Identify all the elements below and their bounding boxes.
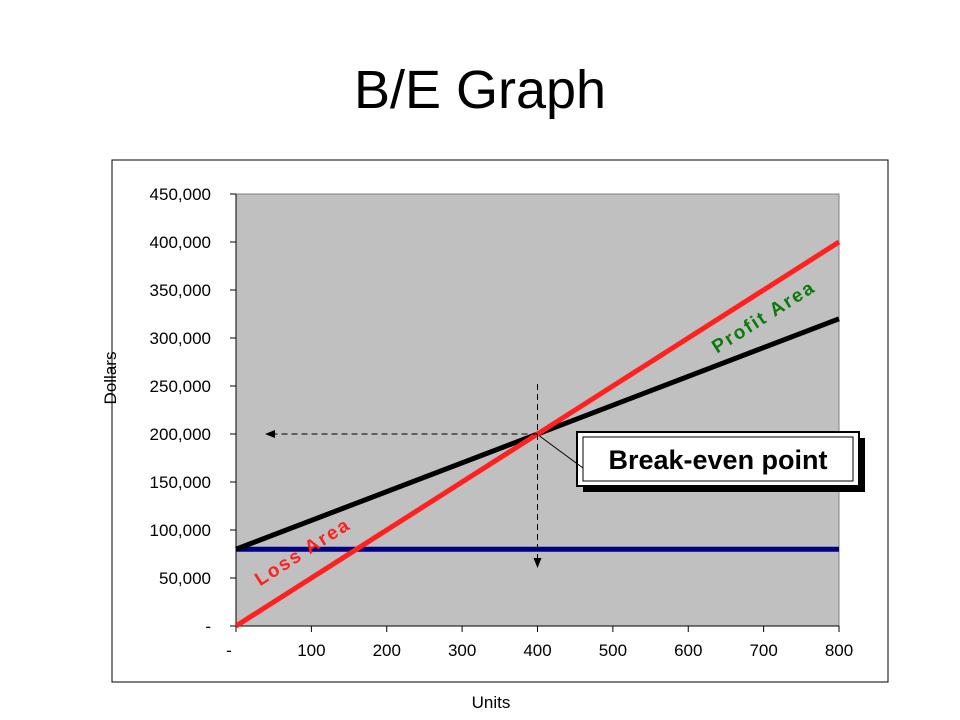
y-tick-label: 400,000 [150,233,211,252]
x-tick-label: 700 [749,641,777,660]
x-axis: - 100 200 300 400 500 600 700 800 [226,625,853,660]
y-tick-label: 450,000 [150,185,211,204]
y-tick-label: 300,000 [150,329,211,348]
x-tick-label: 400 [523,641,551,660]
y-axis-title: Dollars [101,352,120,405]
x-tick-label: 300 [448,641,476,660]
y-tick-label: 100,000 [150,521,211,540]
callout-text: Break-even point [608,445,827,475]
x-tick-label: 100 [297,641,325,660]
callout-pointer [539,435,584,469]
x-tick-label: 200 [373,641,401,660]
y-axis: - 50,000 100,000 150,000 200,000 250,000 300,0… [150,185,237,636]
y-tick-label: 200,000 [150,425,211,444]
x-tick-label: - [226,641,232,660]
y-tick-label: 350,000 [150,281,211,300]
break-even-guides [265,384,542,568]
x-tick-label: 500 [599,641,627,660]
y-tick-label: 150,000 [150,473,211,492]
y-tick-label: 50,000 [159,569,211,588]
x-axis-title: Units [472,693,511,712]
y-tick-label: 250,000 [150,377,211,396]
callout-inner-border [582,436,854,482]
break-even-callout: Break-even point [539,431,865,492]
page-title: B/E Graph [353,60,607,120]
callout-box [576,431,860,487]
x-tick-label: 600 [674,641,702,660]
x-tick-label: 800 [825,641,853,660]
y-tick-label: - [205,617,211,636]
